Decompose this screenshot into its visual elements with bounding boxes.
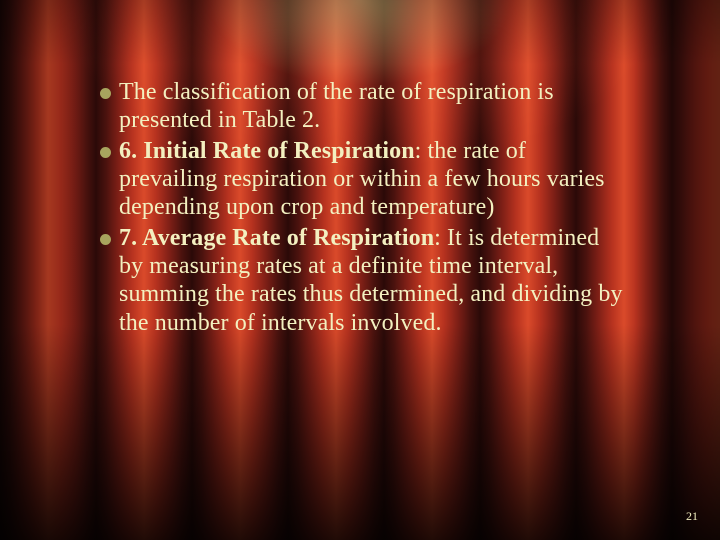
slide: The classification of the rate of respir… bbox=[0, 0, 720, 540]
bullet-text: The classification of the rate of respir… bbox=[119, 78, 628, 135]
list-item: 6. Initial Rate of Respiration: the rate… bbox=[100, 137, 628, 222]
list-item: 7. Average Rate of Respiration: It is de… bbox=[100, 224, 628, 337]
bullet-bold: Initial Rate of Respiration bbox=[143, 138, 414, 164]
bullet-icon bbox=[100, 88, 111, 99]
bullet-icon bbox=[100, 234, 111, 245]
bullet-text-plain: The classification of the rate of respir… bbox=[119, 79, 554, 133]
bullet-text: 6. Initial Rate of Respiration: the rate… bbox=[119, 137, 628, 222]
bullet-bold: Average Rate of Respiration bbox=[142, 225, 434, 251]
bullet-prefix: 6. bbox=[119, 138, 143, 164]
list-item: The classification of the rate of respir… bbox=[100, 78, 628, 135]
page-number: 21 bbox=[686, 509, 698, 524]
bullet-prefix: 7. bbox=[119, 225, 142, 251]
bullet-icon bbox=[100, 147, 111, 158]
slide-body: The classification of the rate of respir… bbox=[100, 78, 628, 339]
bullet-text: 7. Average Rate of Respiration: It is de… bbox=[119, 224, 628, 337]
